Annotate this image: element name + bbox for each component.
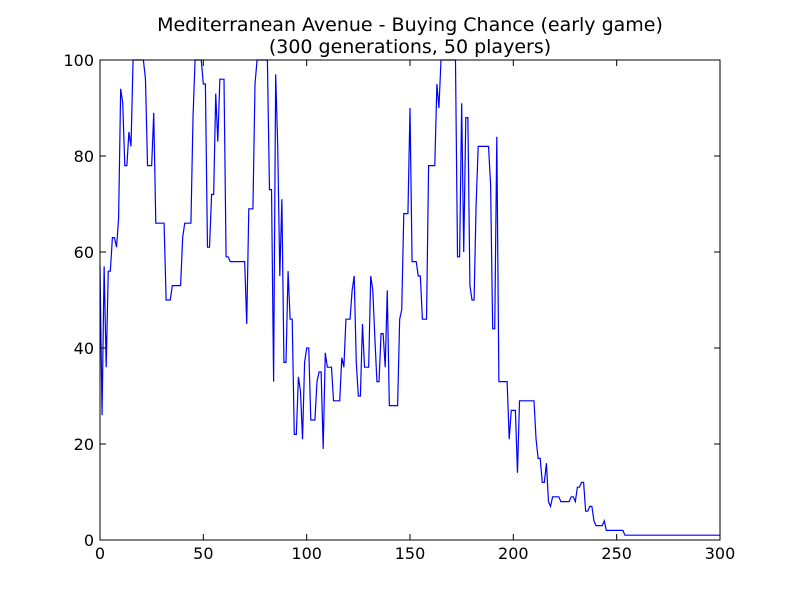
series-line-0: [100, 60, 720, 535]
axes-layer: 0 50 100 150 200 250 300 0 20 40 60 80 100: [63, 51, 735, 563]
x-tick-label: 50: [193, 544, 213, 563]
chart-subtitle: (300 generations, 50 players): [269, 36, 551, 58]
x-tick-label: 300: [705, 544, 736, 563]
x-tick-label: 0: [95, 544, 105, 563]
series-layer: [100, 60, 720, 535]
x-tick-label: 150: [395, 544, 426, 563]
y-tick-label: 60: [74, 243, 94, 262]
x-tick-label: 250: [601, 544, 632, 563]
x-tick-label: 200: [498, 544, 529, 563]
y-tick-label: 0: [84, 531, 94, 550]
y-tick-label: 100: [63, 51, 94, 70]
y-tick-label: 40: [74, 339, 94, 358]
x-tick-label: 100: [291, 544, 322, 563]
y-tick-label: 80: [74, 147, 94, 166]
y-tick-label: 20: [74, 435, 94, 454]
chart-title: Mediterranean Avenue - Buying Chance (ea…: [157, 14, 663, 36]
